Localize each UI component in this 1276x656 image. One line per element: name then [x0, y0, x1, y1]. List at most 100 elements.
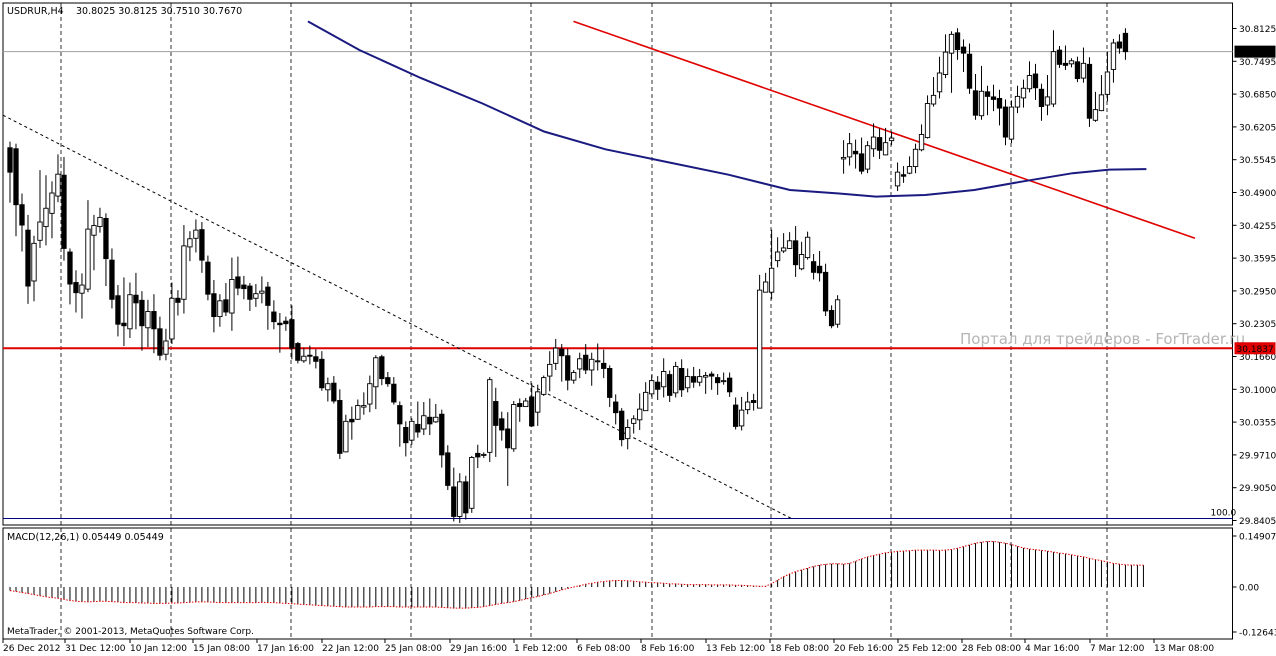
- candle: [169, 282, 175, 345]
- candle-body-bear: [133, 294, 139, 304]
- time-label: 13 Mar 08:00: [1154, 644, 1214, 654]
- candle-body-bull: [774, 251, 781, 262]
- red-trend-line[interactable]: [573, 20, 1196, 240]
- candle: [121, 277, 127, 347]
- candle-body-bear: [559, 348, 565, 357]
- candle-body-bear: [1062, 62, 1069, 66]
- candle: [79, 273, 85, 319]
- price-tick-label: 30.0355: [1239, 419, 1276, 429]
- candle: [1020, 79, 1027, 108]
- candle-body-bear: [607, 368, 613, 398]
- candle-body-bull: [930, 94, 937, 105]
- candle-body-bull: [846, 143, 853, 158]
- candle: [583, 344, 589, 375]
- candle: [487, 377, 493, 463]
- candle: [834, 295, 841, 328]
- candle-body-bull: [1104, 71, 1111, 95]
- candle-body-bear: [451, 486, 457, 517]
- candle-body-bull: [1068, 60, 1075, 65]
- candle-body-bull: [798, 254, 805, 270]
- candle: [1068, 58, 1075, 68]
- support-price-badge: [1234, 342, 1276, 355]
- candle-body-bull: [547, 363, 553, 377]
- time-label: 31 Dec 12:00: [65, 644, 126, 654]
- candle-body-bull: [595, 360, 601, 363]
- price-tick-label: 30.4255: [1239, 222, 1276, 232]
- candle-body-bull: [145, 311, 151, 329]
- candle-body-bull: [127, 294, 133, 330]
- candle: [1026, 61, 1033, 93]
- candle-body-bear: [1086, 63, 1093, 119]
- candle-body-bull: [637, 408, 643, 421]
- time-axis: 26 Dec 2012 31 Dec 12:00 10 Jan 12:00 15 Ja…: [2, 639, 1214, 654]
- candle-body-bear: [211, 293, 217, 318]
- candle-body-bull: [181, 245, 187, 300]
- macd-tick-label: 0.14907: [1239, 533, 1276, 543]
- candle-body-bear: [828, 310, 835, 327]
- price-pane[interactable]: 100.0 Портал для трейдеров - ForTrader.r…: [2, 2, 1245, 526]
- candle: [265, 282, 271, 330]
- candle-body-bull: [888, 137, 895, 142]
- candle: [421, 402, 427, 436]
- candle: [523, 397, 529, 408]
- candle: [649, 375, 655, 397]
- candle: [475, 444, 481, 469]
- candle: [798, 241, 805, 271]
- candle: [175, 290, 181, 316]
- candle-body-bear: [247, 285, 253, 300]
- candle: [607, 365, 613, 408]
- candle: [619, 408, 625, 447]
- candle: [679, 359, 685, 397]
- candle: [7, 141, 13, 203]
- candle-body-bear: [295, 343, 301, 361]
- candle-body-bull: [685, 376, 691, 389]
- candle: [655, 376, 661, 400]
- candles: [7, 28, 1129, 524]
- candle-body-bull: [217, 300, 223, 318]
- candle-body-bull: [163, 340, 169, 355]
- price-tick-label: 30.3595: [1239, 255, 1276, 265]
- time-label: 4 Mar 16:00: [1025, 644, 1080, 654]
- candle: [697, 368, 703, 387]
- candle: [966, 43, 973, 94]
- copyright: MetaTrader, © 2001-2013, MetaQuotes Soft…: [7, 627, 254, 637]
- watermark: Портал для трейдеров - ForTrader.ru: [960, 330, 1245, 348]
- candle-body-bull: [487, 379, 493, 453]
- chart-ohlc: 30.8025 30.8125 30.7510 30.7670: [76, 6, 242, 17]
- time-label: 7 Mar 12:00: [1090, 644, 1145, 654]
- candle: [780, 233, 787, 254]
- candle-body-bull: [589, 358, 595, 371]
- candle: [151, 294, 157, 354]
- candle-body-bear: [505, 428, 511, 449]
- candle: [457, 473, 463, 524]
- candle-body-bear: [19, 204, 25, 226]
- candle: [61, 156, 67, 261]
- candle-body-bull: [942, 51, 949, 75]
- vertical-grid-macd: [60, 528, 1108, 639]
- candle: [900, 166, 907, 183]
- candle-body-bull: [361, 405, 367, 408]
- candle-body-bull: [85, 228, 91, 290]
- candle: [786, 232, 793, 249]
- time-label: 25 Feb 12:00: [898, 644, 957, 654]
- candle: [385, 372, 391, 387]
- time-label: 22 Jan 12:00: [322, 644, 379, 654]
- candle-body-bear: [445, 452, 451, 486]
- time-label: 6 Feb 08:00: [577, 644, 631, 654]
- candle: [601, 349, 607, 379]
- candle-body-bear: [397, 405, 403, 425]
- chart-symbol: USDRUR,H4: [7, 6, 64, 17]
- candle-body-bull: [553, 347, 559, 364]
- candle-body-bull: [649, 380, 655, 395]
- candle: [253, 284, 259, 307]
- candle: [463, 475, 469, 520]
- macd-pane[interactable]: MACD(12,26,1) 0.05449 0.05449 MetaTrader…: [2, 527, 1233, 640]
- candle: [1002, 99, 1009, 146]
- candle-body-bull: [1008, 106, 1015, 140]
- candle-body-bear: [307, 354, 313, 357]
- candle: [451, 467, 457, 522]
- candle-body-bear: [583, 354, 589, 371]
- candle-body-bull: [1110, 42, 1117, 70]
- candle-body-bear: [73, 282, 79, 294]
